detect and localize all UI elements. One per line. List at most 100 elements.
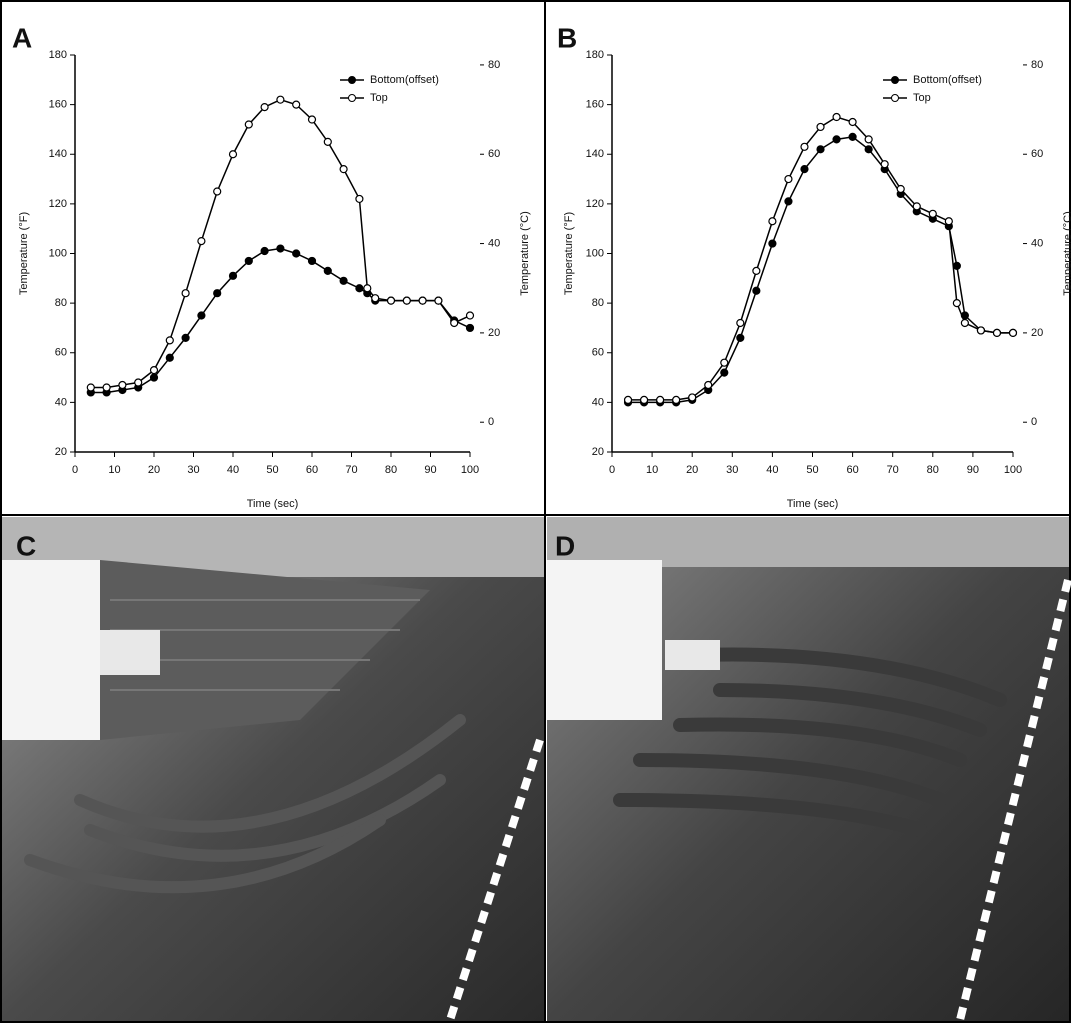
- data-point: [244, 256, 253, 266]
- y2-tick-label: 40: [1031, 237, 1043, 249]
- data-point: [355, 194, 364, 204]
- y2-tick-label: 0: [1031, 416, 1037, 428]
- photo: C: [2, 517, 544, 1022]
- chart: A 20 40 60 80 100 120 140 160 180 0 20 40 60 80 0 10 20 30…: [12, 22, 531, 510]
- panel-label: A: [12, 22, 32, 53]
- data-point: [339, 165, 348, 174]
- data-point: [736, 318, 745, 328]
- legend-label: Bottom(offset): [370, 74, 439, 86]
- data-point: [944, 217, 953, 226]
- legend-marker: [348, 94, 356, 102]
- x-tick-label: 0: [609, 464, 615, 476]
- chart: B 20 40 60 80 100 120 140 160 180 0 20 40 60 80 0 10 20 30…: [557, 22, 1071, 510]
- data-point: [450, 318, 459, 328]
- data-point: [832, 135, 841, 144]
- x-tick-label: 30: [187, 464, 199, 476]
- data-point: [228, 150, 238, 159]
- data-point: [784, 174, 793, 184]
- data-point: [848, 132, 857, 141]
- data-point: [371, 294, 380, 303]
- legend-marker: [348, 76, 356, 84]
- x-tick-label: 10: [646, 464, 658, 476]
- x-tick-label: 90: [967, 464, 979, 476]
- photo: D: [547, 517, 1071, 1021]
- data-point: [134, 378, 143, 387]
- x-tick-label: 20: [686, 464, 698, 476]
- data-point: [118, 380, 127, 390]
- panel-label: B: [557, 22, 577, 53]
- y-tick-label: 60: [55, 347, 67, 359]
- data-point: [434, 296, 443, 305]
- x-tick-label: 10: [108, 464, 120, 476]
- data-point: [363, 284, 372, 293]
- data-point: [976, 326, 986, 335]
- x-tick-label: 30: [726, 464, 738, 476]
- y2-tick-label: 40: [488, 237, 500, 249]
- data-point: [260, 103, 269, 112]
- data-point: [623, 395, 633, 404]
- x-tick-label: 40: [766, 464, 778, 476]
- x-tick-label: 100: [1004, 464, 1022, 476]
- data-point: [197, 311, 206, 320]
- x-tick-label: 100: [461, 464, 479, 476]
- y-tick-label: 80: [592, 297, 604, 309]
- legend-marker: [891, 94, 899, 102]
- data-point: [848, 117, 857, 127]
- data-point: [720, 358, 729, 367]
- data-point: [244, 120, 253, 129]
- y2-tick-label: 60: [488, 148, 500, 160]
- panel-label: C: [16, 530, 36, 561]
- panel-label: D: [555, 530, 575, 561]
- data-point: [768, 239, 777, 248]
- data-point: [102, 383, 111, 392]
- data-point: [688, 393, 697, 402]
- data-point: [307, 256, 317, 266]
- data-point: [928, 209, 937, 218]
- y-tick-label: 140: [49, 148, 67, 160]
- y-tick-label: 20: [592, 446, 604, 458]
- y2-axis-label: Temperature (°C): [1062, 211, 1071, 295]
- y-tick-label: 120: [586, 198, 604, 210]
- x-tick-label: 50: [806, 464, 818, 476]
- y-tick-label: 40: [592, 396, 604, 408]
- series-line: [90, 98, 471, 389]
- x-tick-label: 0: [72, 464, 78, 476]
- data-point: [672, 395, 681, 404]
- legend-label: Top: [370, 92, 388, 104]
- y-tick-label: 180: [49, 49, 67, 61]
- y-tick-label: 80: [55, 297, 67, 309]
- data-point: [355, 284, 364, 293]
- data-point: [800, 165, 809, 174]
- y-tick-label: 180: [586, 49, 604, 61]
- data-point: [228, 271, 238, 280]
- data-point: [465, 323, 475, 333]
- series-line: [90, 247, 471, 394]
- data-point: [784, 197, 793, 206]
- data-point: [149, 373, 159, 382]
- y-tick-label: 140: [586, 148, 604, 160]
- data-point: [276, 244, 285, 253]
- data-point: [800, 142, 809, 151]
- data-point: [339, 276, 348, 285]
- data-point: [952, 299, 961, 308]
- data-point: [864, 135, 873, 144]
- legend-marker: [891, 76, 899, 84]
- data-point: [181, 333, 190, 342]
- x-tick-label: 20: [148, 464, 160, 476]
- data-point: [307, 115, 317, 124]
- y2-tick-label: 0: [488, 416, 494, 428]
- data-point: [181, 289, 190, 298]
- y2-tick-label: 80: [488, 59, 500, 71]
- data-point: [323, 266, 332, 275]
- data-point: [816, 145, 825, 154]
- y2-tick-label: 20: [488, 327, 500, 339]
- x-tick-label: 90: [424, 464, 436, 476]
- x-tick-label: 70: [887, 464, 899, 476]
- y2-axis-label: Temperature (°C): [519, 211, 531, 295]
- data-point: [752, 266, 761, 275]
- legend-label: Top: [913, 92, 931, 104]
- data-point: [165, 336, 174, 345]
- y2-tick-label: 80: [1031, 59, 1043, 71]
- y-tick-label: 100: [586, 247, 604, 259]
